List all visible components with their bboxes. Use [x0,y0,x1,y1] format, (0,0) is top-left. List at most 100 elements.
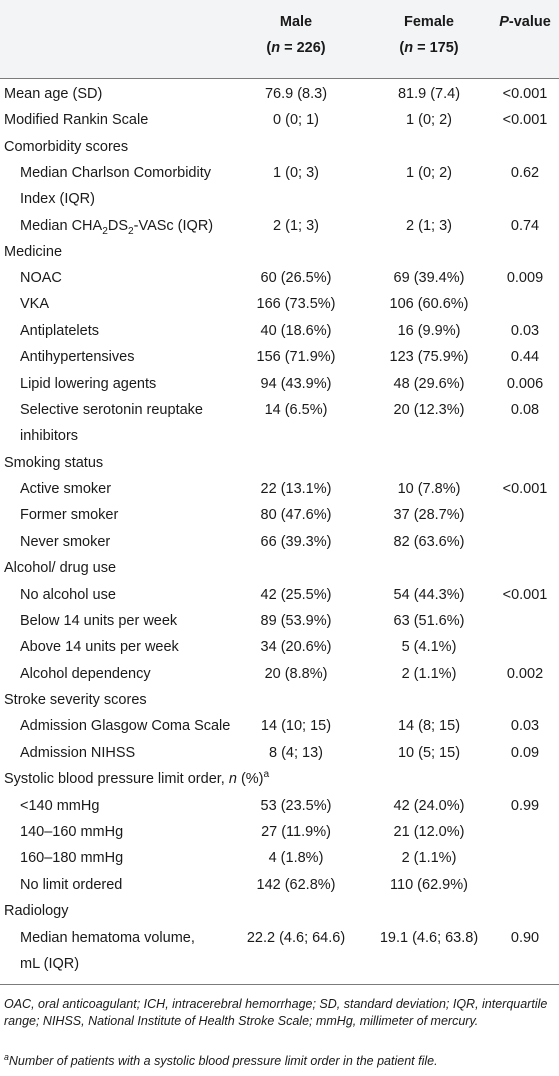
female-n-header: (n = 175) [399,40,459,56]
row-label: Modified Rankin Scale [4,112,149,128]
female-value: 2 (1.1%) [401,666,457,682]
table-bottom-rule [0,984,559,985]
p-value: 0.08 [510,402,540,418]
p-value: 0.006 [506,376,544,392]
row-label: Antihypertensives [20,349,135,365]
female-value: 106 (60.6%) [389,296,469,312]
female-value: 63 (51.6%) [393,613,465,629]
male-value: 76.9 (8.3) [264,86,328,102]
male-value: 40 (18.6%) [260,323,332,339]
row-label: Active smoker [20,481,112,497]
male-value: 53 (23.5%) [260,798,332,814]
male-value: 80 (47.6%) [260,507,332,523]
female-value: 5 (4.1%) [401,639,457,655]
female-n-symbol: n [404,40,414,56]
header-rule [0,78,559,79]
sbp-n-symbol: n [228,771,237,787]
female-value: 2 (1; 3) [406,218,452,234]
cha-suffix: -VASc (IQR) [133,218,214,234]
male-value: 166 (73.5%) [256,296,336,312]
sbp-prefix: Systolic blood pressure limit order, [4,771,229,787]
female-n-value: = 175) [413,40,459,56]
row-label: No limit ordered [20,877,123,893]
female-value: 69 (39.4%) [393,270,465,286]
p-value: 0.03 [510,323,540,339]
row-label: Never smoker [20,534,111,550]
male-value: 142 (62.8%) [256,877,336,893]
p-value: 0.09 [510,745,540,761]
row-label: Below 14 units per week [20,613,178,629]
footnote-a-marker: a [4,1051,9,1062]
male-n-symbol: n [271,40,281,56]
row-label: 160–180 mmHg [20,850,124,866]
section-heading: Smoking status [4,455,104,471]
male-column-header: Male [279,14,313,30]
section-heading: Medicine [4,244,63,260]
female-value: 82 (63.6%) [393,534,465,550]
section-heading-sbp: Systolic blood pressure limit order, n (… [4,769,269,789]
female-value: 42 (24.0%) [393,798,465,814]
p-rest: -value [508,14,551,30]
female-value: 10 (5; 15) [397,745,461,761]
row-label-cha2ds2-vasc: Median CHA2DS2-VASc (IQR) [20,216,213,236]
footnote-a: aNumber of patients with a systolic bloo… [4,1051,554,1070]
row-label: Selective serotonin reuptake [20,402,203,418]
male-value: 42 (25.5%) [260,587,332,603]
cha-middle: DS [107,218,128,234]
p-value: 0.002 [506,666,544,682]
row-label: Above 14 units per week [20,639,179,655]
p-value: 0.99 [510,798,540,814]
male-value: 20 (8.8%) [264,666,328,682]
female-value: 14 (8; 15) [397,718,461,734]
female-value: 54 (44.3%) [393,587,465,603]
row-label: Median hematoma volume, [20,930,195,946]
footnote-a-text: Number of patients with a systolic blood… [8,1054,438,1068]
p-value: <0.001 [502,112,548,128]
male-value: 27 (11.9%) [261,824,331,840]
row-label: 140–160 mmHg [20,824,124,840]
p-value: <0.001 [502,587,548,603]
male-value: 14 (10; 15) [260,718,332,734]
male-value: 2 (1; 3) [273,218,319,234]
p-value-column-header: P-value [493,12,557,32]
female-value: 81.9 (7.4) [397,86,461,102]
footnote-marker-a: a [263,769,270,781]
row-label: Admission NIHSS [20,745,136,761]
female-value: 123 (75.9%) [389,349,469,365]
male-value: 22 (13.1%) [260,481,332,497]
female-value: 16 (9.9%) [397,323,461,339]
cha-prefix: Median CHA [20,218,103,234]
p-value: 0.90 [510,930,540,946]
row-label: Alcohol dependency [20,666,151,682]
section-heading: Stroke severity scores [4,692,147,708]
p-value: 0.74 [510,218,540,234]
row-label: Antiplatelets [20,323,99,339]
female-value: 1 (0; 2) [406,112,452,128]
male-value: 34 (20.6%) [260,639,332,655]
female-value: 2 (1.1%) [401,850,457,866]
row-label: Former smoker [20,507,119,523]
p-value: <0.001 [502,86,548,102]
row-label-continued: inhibitors [20,428,79,444]
male-value: 1 (0; 3) [273,165,319,181]
male-value: 60 (26.5%) [260,270,332,286]
p-value: 0.44 [510,349,540,365]
sbp-suffix: (%) [236,771,264,787]
female-value: 19.1 (4.6; 63.8) [379,930,479,946]
row-label: Admission Glasgow Coma Scale [20,718,231,734]
female-value: 21 (12.0%) [393,824,465,840]
male-n-value: = 226) [280,40,326,56]
row-label-continued: mL (IQR) [20,956,80,972]
male-value: 0 (0; 1) [273,112,319,128]
female-value: 20 (12.3%) [393,402,465,418]
male-value: 66 (39.3%) [260,534,332,550]
cha-subscript-1: 2 [102,225,108,237]
male-value: 94 (43.9%) [260,376,332,392]
row-label: No alcohol use [20,587,116,603]
section-heading: Comorbidity scores [4,139,129,155]
male-value: 22.2 (4.6; 64.6) [246,930,346,946]
p-symbol: P [499,14,509,30]
female-value: 48 (29.6%) [393,376,465,392]
row-label: VKA [20,296,50,312]
